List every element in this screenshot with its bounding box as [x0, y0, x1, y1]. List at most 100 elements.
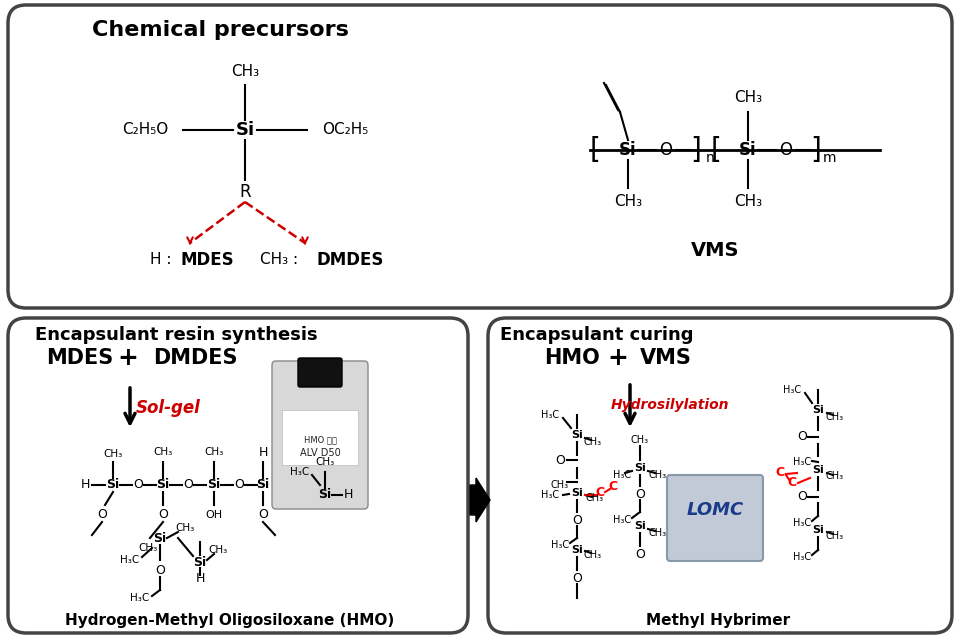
Text: H₃C: H₃C [612, 470, 631, 480]
Text: H₃C: H₃C [290, 467, 310, 477]
Text: +: + [117, 346, 138, 370]
Text: DMDES: DMDES [153, 348, 237, 368]
Text: Si: Si [154, 531, 167, 545]
Text: Si: Si [193, 556, 206, 568]
Text: VMS: VMS [640, 348, 692, 368]
Text: Si: Si [256, 479, 270, 492]
Text: CH₃: CH₃ [734, 90, 762, 106]
Text: CH₃: CH₃ [584, 550, 602, 560]
Text: C: C [609, 481, 617, 493]
Text: [: [ [589, 136, 600, 164]
Text: H: H [258, 445, 268, 458]
Text: CH₃: CH₃ [631, 435, 649, 445]
Text: O: O [158, 509, 168, 522]
FancyArrow shape [470, 478, 490, 522]
Text: CH₃: CH₃ [826, 471, 844, 481]
Text: Si: Si [319, 488, 331, 502]
Text: OH: OH [205, 510, 223, 520]
Text: CH₃: CH₃ [826, 412, 844, 422]
Text: H₃C: H₃C [540, 410, 559, 420]
Text: O: O [780, 141, 793, 159]
FancyBboxPatch shape [667, 475, 763, 561]
Text: O: O [572, 572, 582, 584]
Text: Hydrosilylation: Hydrosilylation [611, 398, 730, 412]
Text: CH₃: CH₃ [154, 447, 173, 457]
Text: Encapsulant curing: Encapsulant curing [500, 326, 693, 344]
Text: CH₃: CH₃ [584, 437, 602, 447]
Text: H₃C: H₃C [793, 457, 811, 467]
Text: CH₃ :: CH₃ : [260, 253, 303, 268]
Text: Si: Si [571, 430, 583, 440]
Text: Hydrogen-Methyl Oligosiloxane (HMO): Hydrogen-Methyl Oligosiloxane (HMO) [65, 612, 395, 627]
Text: C: C [776, 467, 784, 479]
Text: C: C [787, 477, 797, 490]
Text: MDES: MDES [180, 251, 233, 269]
Text: Si: Si [635, 463, 646, 473]
Text: HMO 합성: HMO 합성 [303, 435, 336, 445]
Text: H₃C: H₃C [120, 555, 139, 565]
Text: HMO: HMO [544, 348, 600, 368]
Text: Chemical precursors: Chemical precursors [91, 20, 348, 40]
Text: Si: Si [812, 465, 824, 475]
Text: CH₃: CH₃ [231, 65, 259, 79]
Text: Sol-gel: Sol-gel [135, 399, 201, 417]
Text: H₃C: H₃C [131, 593, 150, 603]
Text: H₃C: H₃C [793, 518, 811, 528]
Text: CH₃: CH₃ [176, 523, 195, 533]
Text: ALV D50: ALV D50 [300, 448, 341, 458]
Text: CH₃: CH₃ [649, 470, 667, 480]
Text: H₃C: H₃C [551, 540, 569, 550]
Text: CH₃: CH₃ [316, 457, 335, 467]
Text: O: O [636, 547, 645, 561]
Text: CH₃: CH₃ [614, 195, 642, 209]
Text: Si: Si [739, 141, 756, 159]
Text: H: H [81, 479, 89, 492]
Text: CH₃: CH₃ [551, 480, 569, 490]
Text: O: O [660, 141, 673, 159]
Text: m: m [824, 151, 837, 165]
Text: Si: Si [571, 545, 583, 555]
Text: CH₃: CH₃ [208, 545, 228, 555]
Text: Encapsulant resin synthesis: Encapsulant resin synthesis [35, 326, 318, 344]
Text: n: n [706, 151, 714, 165]
Text: +: + [608, 346, 629, 370]
Text: O: O [183, 479, 193, 492]
Text: O: O [258, 509, 268, 522]
Text: Si: Si [812, 525, 824, 535]
FancyBboxPatch shape [282, 410, 358, 465]
FancyBboxPatch shape [488, 318, 952, 633]
Text: H₃C: H₃C [783, 385, 801, 395]
Text: H₃C: H₃C [793, 552, 811, 562]
FancyBboxPatch shape [272, 361, 368, 509]
Text: O: O [797, 490, 807, 504]
Text: O: O [797, 431, 807, 444]
Text: H: H [195, 572, 204, 584]
Text: C₂H₅O: C₂H₅O [122, 122, 168, 138]
Text: CH₃: CH₃ [649, 528, 667, 538]
Text: H: H [344, 488, 352, 502]
Text: R: R [239, 183, 251, 201]
Text: VMS: VMS [691, 241, 739, 259]
Text: O: O [133, 479, 143, 492]
Text: [: [ [710, 136, 721, 164]
Text: CH₃: CH₃ [138, 543, 157, 553]
Text: CH₃: CH₃ [734, 195, 762, 209]
Text: O: O [555, 454, 564, 467]
Text: C: C [595, 486, 605, 499]
Text: O: O [636, 488, 645, 500]
FancyBboxPatch shape [8, 5, 952, 308]
Text: Si: Si [235, 121, 254, 139]
Text: H₃C: H₃C [612, 515, 631, 525]
Text: H :: H : [150, 253, 177, 268]
FancyBboxPatch shape [8, 318, 468, 633]
Text: Si: Si [571, 488, 583, 498]
Text: O: O [572, 513, 582, 527]
Text: O: O [234, 479, 244, 492]
Text: CH₃: CH₃ [204, 447, 224, 457]
Text: OC₂H₅: OC₂H₅ [322, 122, 368, 138]
Text: Si: Si [107, 479, 120, 492]
Text: DMDES: DMDES [317, 251, 384, 269]
Text: CH₃: CH₃ [586, 493, 604, 503]
Text: CH₃: CH₃ [826, 531, 844, 541]
Text: LOMC: LOMC [686, 501, 744, 519]
